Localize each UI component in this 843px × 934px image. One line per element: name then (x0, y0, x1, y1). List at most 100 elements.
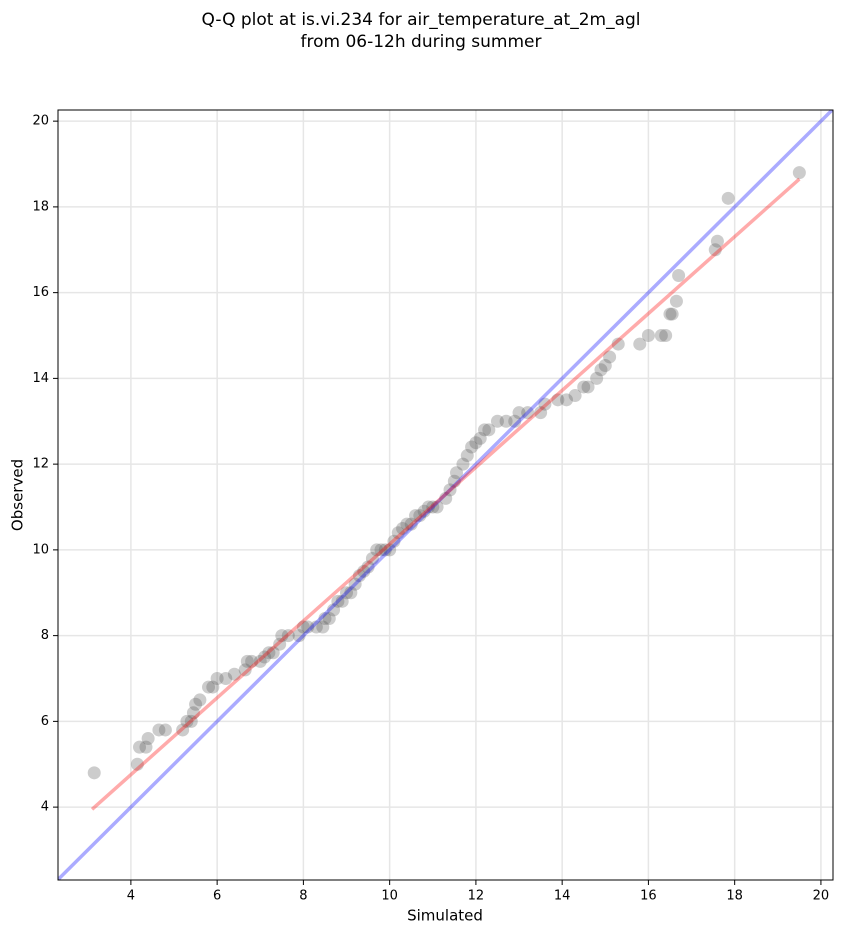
x-tick-label: 8 (299, 889, 307, 904)
point (456, 457, 470, 471)
point (158, 723, 172, 737)
x-tick-label: 6 (213, 889, 221, 904)
point (357, 564, 371, 578)
point (594, 363, 608, 377)
x-tick-label: 10 (381, 889, 398, 904)
point (659, 329, 673, 343)
point (331, 594, 345, 608)
point (383, 543, 397, 557)
point (508, 414, 522, 428)
point (654, 329, 668, 343)
point (176, 723, 190, 737)
point (581, 380, 595, 394)
point (193, 693, 207, 707)
point (449, 466, 463, 480)
point (301, 620, 315, 634)
point (404, 517, 418, 531)
point (577, 380, 591, 394)
y-tick-label: 18 (32, 199, 49, 214)
x-tick-label: 4 (127, 889, 135, 904)
axes-frame (57, 109, 834, 881)
point (189, 697, 203, 711)
point (130, 757, 144, 771)
point (473, 431, 487, 445)
point (327, 603, 341, 617)
point (266, 646, 280, 660)
point (426, 500, 440, 514)
point (792, 166, 806, 180)
point (409, 509, 423, 523)
point (219, 671, 233, 685)
point (460, 449, 474, 463)
point (490, 414, 504, 428)
point (139, 740, 153, 754)
point (258, 650, 272, 664)
y-tick-label: 20 (32, 114, 49, 129)
point (603, 350, 617, 364)
point (361, 560, 375, 574)
point (273, 637, 287, 651)
point (443, 483, 457, 497)
point (439, 491, 453, 505)
y-tick-label: 4 (41, 800, 49, 815)
x-tick-label: 12 (468, 889, 485, 904)
point (262, 646, 276, 660)
x-tick-label: 20 (813, 889, 830, 904)
point (521, 406, 535, 420)
chart-title: from 06-12h during summer (301, 32, 542, 52)
point (478, 423, 492, 437)
point (240, 654, 254, 668)
point (374, 543, 388, 557)
point (672, 268, 686, 282)
point (499, 414, 513, 428)
point (253, 654, 267, 668)
point (708, 243, 722, 257)
point (180, 714, 194, 728)
point (469, 436, 483, 450)
y-tick-label: 16 (32, 285, 49, 300)
point (322, 611, 336, 625)
point (551, 393, 565, 407)
point (538, 397, 552, 411)
point (417, 504, 431, 518)
point (202, 680, 216, 694)
point (210, 671, 224, 685)
chart-title: Q-Q plot at is.vi.234 for air_temperatur… (201, 10, 640, 30)
point (133, 740, 147, 754)
point (348, 577, 362, 591)
x-tick-label: 14 (554, 889, 571, 904)
point (534, 406, 548, 420)
point (590, 371, 604, 385)
point (663, 307, 677, 321)
y-tick-label: 6 (41, 714, 49, 729)
point (365, 551, 379, 565)
point (568, 389, 582, 403)
grid (58, 110, 833, 880)
point (387, 534, 401, 548)
point (465, 440, 479, 454)
point (396, 521, 410, 535)
point (318, 611, 332, 625)
point (340, 586, 354, 600)
point (665, 307, 679, 321)
point (141, 732, 155, 746)
x-tick-label: 18 (726, 889, 743, 904)
point (184, 714, 198, 728)
point (641, 329, 655, 343)
point (227, 667, 241, 681)
point (206, 680, 220, 694)
point (721, 191, 735, 205)
point (559, 393, 573, 407)
point (344, 586, 358, 600)
point (710, 234, 724, 248)
point (186, 706, 200, 720)
point (413, 509, 427, 523)
point (335, 594, 349, 608)
point (430, 500, 444, 514)
point (669, 294, 683, 308)
x-axis-label: Simulated (407, 907, 483, 925)
point (421, 500, 435, 514)
point (352, 569, 366, 583)
point (391, 526, 405, 540)
